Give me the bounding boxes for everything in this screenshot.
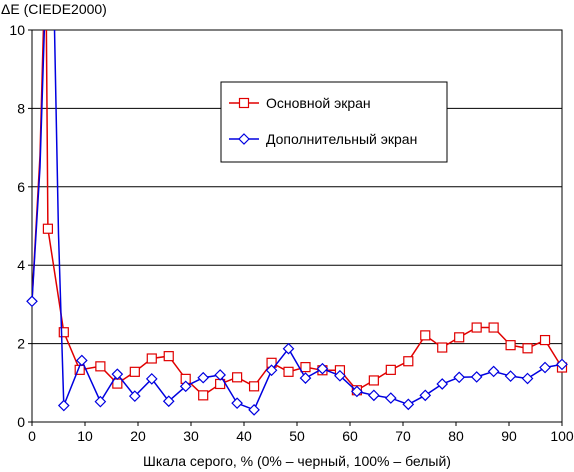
data-point-main bbox=[58, 327, 69, 338]
y-tick-label: 2 bbox=[17, 336, 25, 352]
data-point-extra bbox=[26, 295, 38, 308]
data-point-extra bbox=[436, 378, 449, 390]
legend-marker-extra bbox=[238, 133, 250, 145]
x-tick-label: 0 bbox=[28, 428, 36, 444]
legend-box bbox=[220, 81, 448, 163]
data-point-extra bbox=[556, 358, 568, 371]
data-point-main bbox=[146, 353, 157, 364]
y-tick-label: 4 bbox=[17, 257, 25, 273]
data-point-main bbox=[454, 332, 465, 343]
legend-marker-main bbox=[238, 97, 250, 109]
legend: Основной экран Дополнительный экран bbox=[220, 81, 448, 163]
data-point-main bbox=[403, 356, 414, 367]
data-point-extra bbox=[75, 354, 88, 367]
data-point-extra bbox=[94, 395, 107, 408]
data-point-extra bbox=[316, 362, 329, 375]
data-point-main bbox=[539, 334, 551, 346]
series-line bbox=[32, 30, 562, 397]
data-point-main bbox=[522, 343, 533, 354]
data-point-extra bbox=[265, 364, 278, 377]
data-point-extra bbox=[299, 372, 312, 384]
data-point-main bbox=[95, 361, 106, 372]
x-tick-label: 90 bbox=[501, 428, 517, 444]
data-point-extra bbox=[453, 371, 466, 384]
data-point-main bbox=[385, 364, 396, 375]
data-point-main bbox=[488, 322, 499, 333]
x-tick-label: 70 bbox=[395, 428, 411, 444]
x-tick-label: 20 bbox=[130, 428, 146, 444]
data-point-main bbox=[420, 330, 431, 341]
y-tick-label: 6 bbox=[17, 179, 25, 195]
data-point-extra bbox=[521, 372, 534, 385]
data-point-main bbox=[300, 362, 311, 373]
x-tick-label: 80 bbox=[448, 428, 464, 444]
x-axis-title: Шкала серого, % (0% – черный, 100% – бел… bbox=[143, 453, 451, 469]
data-point-extra bbox=[179, 380, 192, 393]
data-point-main bbox=[232, 372, 243, 383]
data-point-extra bbox=[145, 373, 158, 385]
data-point-main bbox=[129, 366, 140, 377]
data-point-extra bbox=[197, 371, 210, 384]
data-point-extra bbox=[162, 395, 175, 408]
data-point-extra bbox=[504, 370, 517, 382]
y-tick-label: 10 bbox=[9, 22, 25, 38]
legend-label-main: Основной экран bbox=[266, 95, 371, 111]
legend-label-extra: Дополнительный экран bbox=[266, 131, 417, 147]
data-point-main bbox=[42, 223, 54, 234]
y-tick-label: 0 bbox=[17, 414, 25, 430]
data-point-extra bbox=[334, 369, 346, 382]
data-point-extra bbox=[111, 368, 124, 381]
x-tick-label: 60 bbox=[342, 428, 358, 444]
data-point-extra bbox=[214, 369, 226, 381]
series-line bbox=[32, 30, 562, 411]
x-tick-label: 50 bbox=[289, 428, 305, 444]
data-point-main bbox=[505, 340, 516, 351]
x-tick-label: 30 bbox=[183, 428, 199, 444]
data-point-extra bbox=[231, 397, 243, 410]
data-point-extra bbox=[419, 389, 432, 402]
data-point-main bbox=[163, 351, 174, 362]
data-point-extra bbox=[248, 403, 260, 416]
data-point-main bbox=[471, 322, 482, 333]
x-tick-label: 10 bbox=[77, 428, 93, 444]
data-point-extra bbox=[57, 399, 70, 412]
data-point-extra bbox=[128, 390, 141, 402]
data-point-extra bbox=[351, 385, 363, 398]
data-point-main bbox=[198, 390, 209, 401]
data-point-extra bbox=[384, 392, 397, 404]
data-point-main bbox=[437, 342, 448, 353]
x-tick-label: 100 bbox=[550, 428, 574, 444]
y-tick-label: 8 bbox=[17, 100, 25, 116]
data-point-main bbox=[283, 366, 294, 377]
data-point-extra bbox=[402, 398, 415, 411]
data-point-extra bbox=[368, 389, 380, 402]
data-point-extra bbox=[470, 371, 483, 383]
data-point-extra bbox=[539, 361, 551, 374]
data-point-main bbox=[368, 375, 379, 386]
data-point-main bbox=[248, 381, 260, 392]
data-point-extra bbox=[282, 342, 295, 355]
data-point-extra bbox=[487, 365, 500, 378]
x-tick-label: 40 bbox=[236, 428, 252, 444]
y-axis-title: ΔE (CIEDE2000) bbox=[1, 1, 107, 17]
